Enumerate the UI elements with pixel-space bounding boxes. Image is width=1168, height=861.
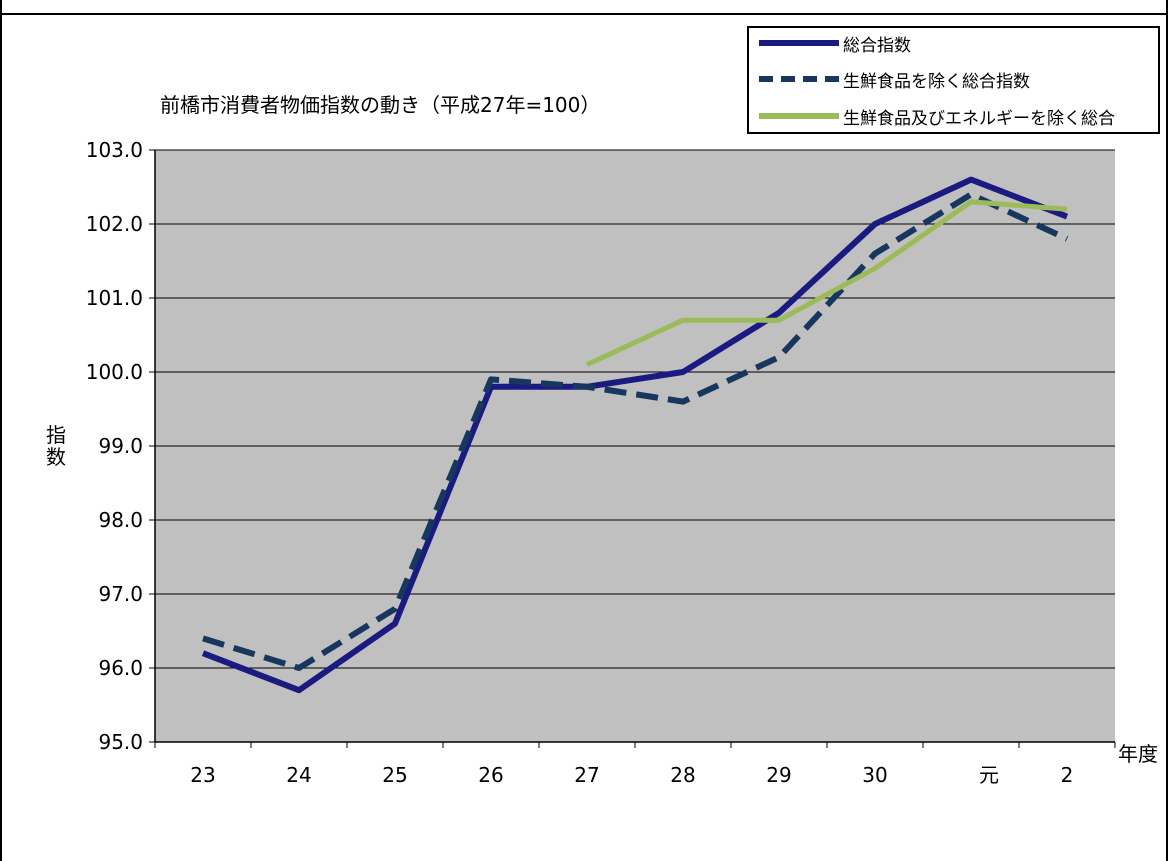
legend-item-sogo: 総合指数 bbox=[759, 31, 911, 56]
x-tick-label: 26 bbox=[478, 763, 503, 787]
x-tick-label: 24 bbox=[286, 763, 311, 787]
x-tick-label: 23 bbox=[190, 763, 215, 787]
y-tick-label: 99.0 bbox=[98, 434, 143, 458]
legend: 総合指数 生鮮食品を除く総合指数 生鮮食品及びエネルギーを除く総合 bbox=[747, 26, 1160, 134]
x-tick-label: 25 bbox=[382, 763, 407, 787]
legend-label: 生鮮食品及びエネルギーを除く総合 bbox=[843, 108, 1115, 129]
y-tick-label: 103.0 bbox=[86, 138, 143, 162]
x-axis-label: 年度 bbox=[1118, 742, 1158, 766]
y-tick-label: 97.0 bbox=[98, 582, 143, 606]
y-tick-label: 98.0 bbox=[98, 508, 143, 532]
legend-label: 総合指数 bbox=[843, 35, 911, 56]
series-line-2 bbox=[585, 199, 1068, 367]
y-tick-label: 101.0 bbox=[86, 286, 143, 310]
x-tick-label: 元 bbox=[979, 763, 999, 787]
legend-label: 生鮮食品を除く総合指数 bbox=[843, 71, 1030, 92]
y-axis-label: 指数 bbox=[46, 423, 66, 469]
legend-swatch-solid-green bbox=[759, 113, 839, 119]
y-tick-label: 100.0 bbox=[86, 360, 143, 384]
x-tick-label: 27 bbox=[574, 763, 599, 787]
x-tick-label: 29 bbox=[766, 763, 791, 787]
y-tick-label: 102.0 bbox=[86, 212, 143, 236]
legend-swatch-dashed bbox=[759, 76, 839, 82]
y-tick-label: 95.0 bbox=[98, 730, 143, 754]
x-tick-label: 28 bbox=[670, 763, 695, 787]
legend-item-excl-fresh: 生鮮食品を除く総合指数 bbox=[759, 67, 1030, 92]
legend-swatch-solid-navy bbox=[759, 40, 839, 46]
legend-item-excl-fresh-energy: 生鮮食品及びエネルギーを除く総合 bbox=[759, 104, 1115, 129]
y-tick-label: 96.0 bbox=[98, 656, 143, 680]
x-tick-label: 30 bbox=[862, 763, 887, 787]
series-line-0 bbox=[201, 176, 1069, 694]
chart-title: 前橋市消費者物価指数の動き（平成27年=100） bbox=[160, 93, 601, 117]
x-tick-label: 2 bbox=[1061, 763, 1074, 787]
